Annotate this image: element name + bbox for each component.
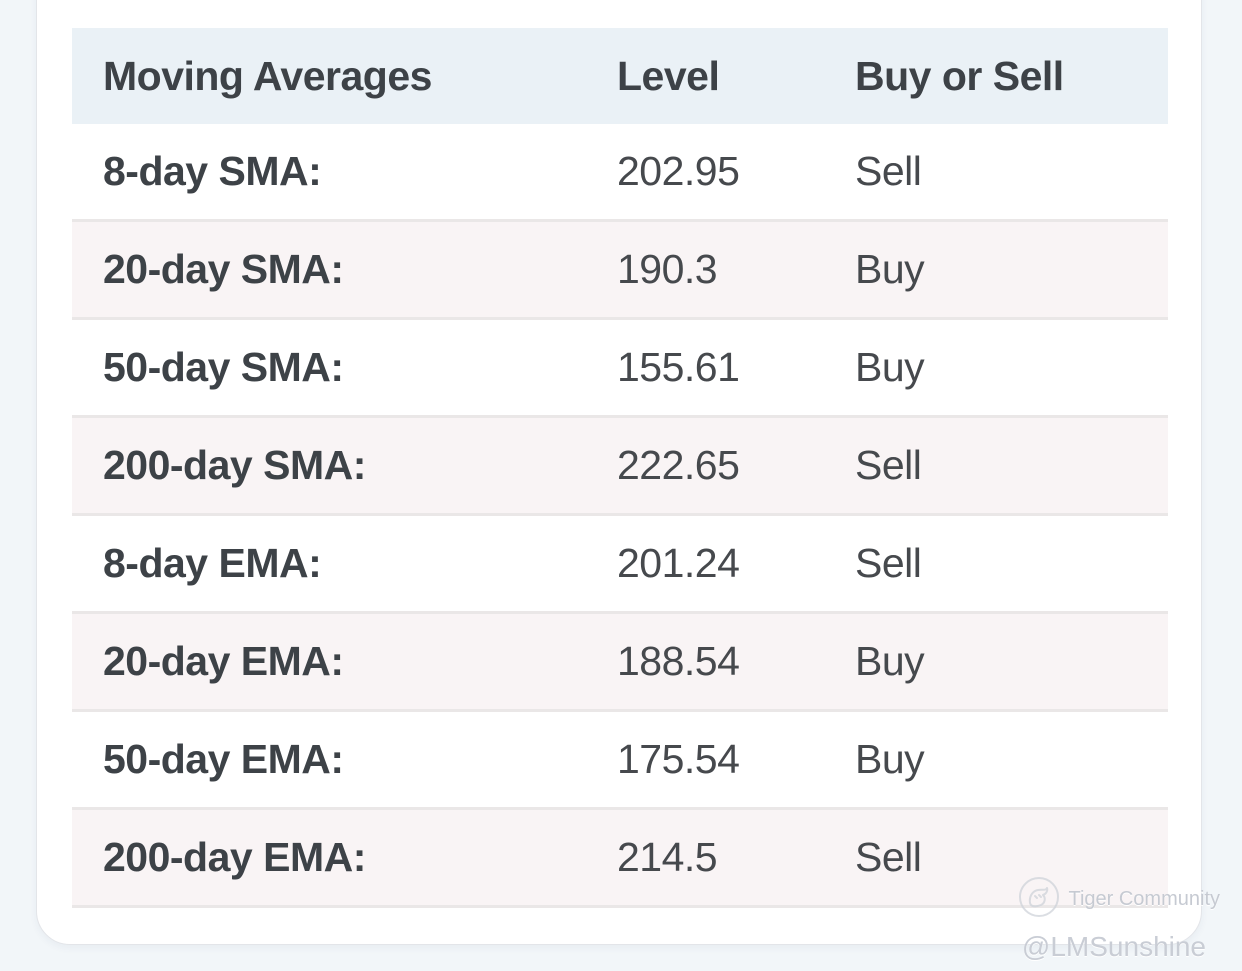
row-label: 50-day SMA:: [103, 344, 344, 390]
table-row: 20-day EMA: 188.54 Buy: [72, 614, 1168, 712]
row-label: 20-day EMA:: [103, 638, 344, 684]
table-row: 200-day SMA: 222.65 Sell: [72, 418, 1168, 516]
row-level: 201.24: [617, 540, 740, 586]
header-moving-averages: Moving Averages: [103, 52, 432, 99]
row-level: 222.65: [617, 442, 740, 488]
moving-averages-table: Moving Averages Level Buy or Sell 8-day …: [72, 28, 1168, 908]
row-level: 155.61: [617, 344, 740, 390]
header-level: Level: [617, 52, 720, 99]
table-row: 200-day EMA: 214.5 Sell: [72, 810, 1168, 908]
row-level: 188.54: [617, 638, 740, 684]
row-label: 20-day SMA:: [103, 246, 344, 292]
row-signal: Buy: [855, 736, 925, 782]
row-level: 202.95: [617, 148, 740, 194]
row-signal: Sell: [855, 148, 922, 194]
table-header-row: Moving Averages Level Buy or Sell: [72, 28, 1168, 124]
row-signal: Buy: [855, 344, 925, 390]
row-signal: Buy: [855, 246, 925, 292]
table-row: 50-day SMA: 155.61 Buy: [72, 320, 1168, 418]
row-signal: Sell: [855, 834, 922, 880]
row-label: 8-day EMA:: [103, 540, 322, 586]
row-signal: Sell: [855, 442, 922, 488]
table-row: 8-day EMA: 201.24 Sell: [72, 516, 1168, 614]
table-row: 8-day SMA: 202.95 Sell: [72, 124, 1168, 222]
row-level: 214.5: [617, 834, 718, 880]
row-level: 190.3: [617, 246, 718, 292]
row-signal: Sell: [855, 540, 922, 586]
row-label: 8-day SMA:: [103, 148, 322, 194]
table-row: 20-day SMA: 190.3 Buy: [72, 222, 1168, 320]
row-label: 200-day EMA:: [103, 834, 366, 880]
row-label: 50-day EMA:: [103, 736, 344, 782]
row-signal: Buy: [855, 638, 925, 684]
row-label: 200-day SMA:: [103, 442, 366, 488]
table-row: 50-day EMA: 175.54 Buy: [72, 712, 1168, 810]
header-buy-or-sell: Buy or Sell: [855, 52, 1064, 99]
row-level: 175.54: [617, 736, 740, 782]
